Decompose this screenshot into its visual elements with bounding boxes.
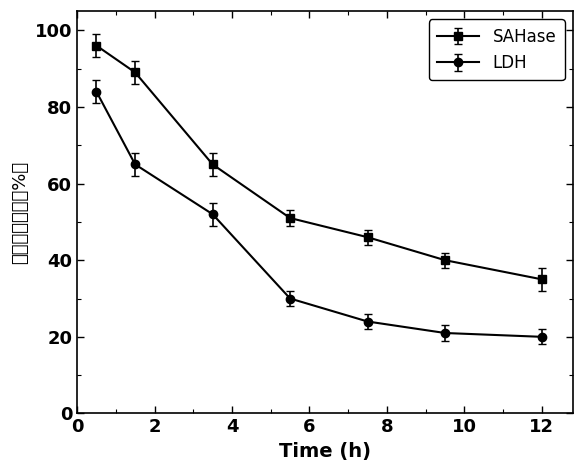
- X-axis label: Time (h): Time (h): [279, 442, 371, 461]
- Y-axis label: 酥的相对活性（%）: 酥的相对活性（%）: [11, 161, 29, 264]
- Legend: SAHase, LDH: SAHase, LDH: [429, 19, 565, 80]
